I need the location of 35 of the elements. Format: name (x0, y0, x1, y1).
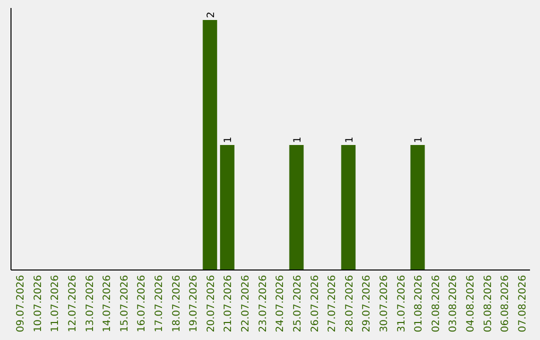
x-tick-label: 17.07.2026 (154, 275, 166, 332)
data-label: 2 (206, 12, 217, 18)
data-label: 1 (344, 136, 356, 143)
x-tick-label: 15.07.2026 (119, 275, 130, 332)
x-tick-label: 19.07.2026 (188, 275, 200, 332)
x-tick-label: 10.07.2026 (32, 275, 44, 332)
data-label: 1 (414, 136, 425, 143)
x-tick-label: 22.07.2026 (240, 275, 252, 332)
x-tick-label: 05.08.2026 (482, 275, 494, 332)
x-tick-label: 27.07.2026 (327, 275, 338, 332)
x-tick-label: 16.07.2026 (136, 275, 148, 332)
x-tick-label: 03.08.2026 (448, 275, 460, 332)
x-tick-label: 11.07.2026 (50, 275, 62, 332)
x-tick-label: 20.07.2026 (206, 275, 217, 332)
x-tick-label: 01.08.2026 (414, 275, 425, 332)
x-tick-label: 02.08.2026 (430, 275, 442, 332)
x-tick-label: 26.07.2026 (310, 275, 321, 332)
x-tick-label: 07.08.2026 (517, 275, 528, 332)
x-tick-label: 09.07.2026 (16, 275, 27, 332)
x-tick-label: 30.07.2026 (378, 275, 390, 332)
x-tick-label: 14.07.2026 (102, 275, 114, 332)
x-tick-label: 18.07.2026 (171, 275, 182, 332)
data-label: 1 (292, 136, 304, 143)
x-tick-label: 06.08.2026 (500, 275, 512, 332)
x-tick-label: 28.07.2026 (344, 275, 356, 332)
x-tick-label: 24.07.2026 (275, 275, 286, 332)
x-tick-label: 25.07.2026 (292, 275, 304, 332)
data-label: 1 (223, 136, 234, 143)
x-tick-label: 21.07.2026 (223, 275, 234, 332)
x-tick-label: 31.07.2026 (396, 275, 408, 332)
x-tick-label: 04.08.2026 (466, 275, 477, 332)
x-tick-label: 12.07.2026 (67, 275, 78, 332)
x-tick-label: 13.07.2026 (84, 275, 96, 332)
x-tick-label: 29.07.2026 (362, 275, 373, 332)
x-tick-label: 23.07.2026 (258, 275, 269, 332)
